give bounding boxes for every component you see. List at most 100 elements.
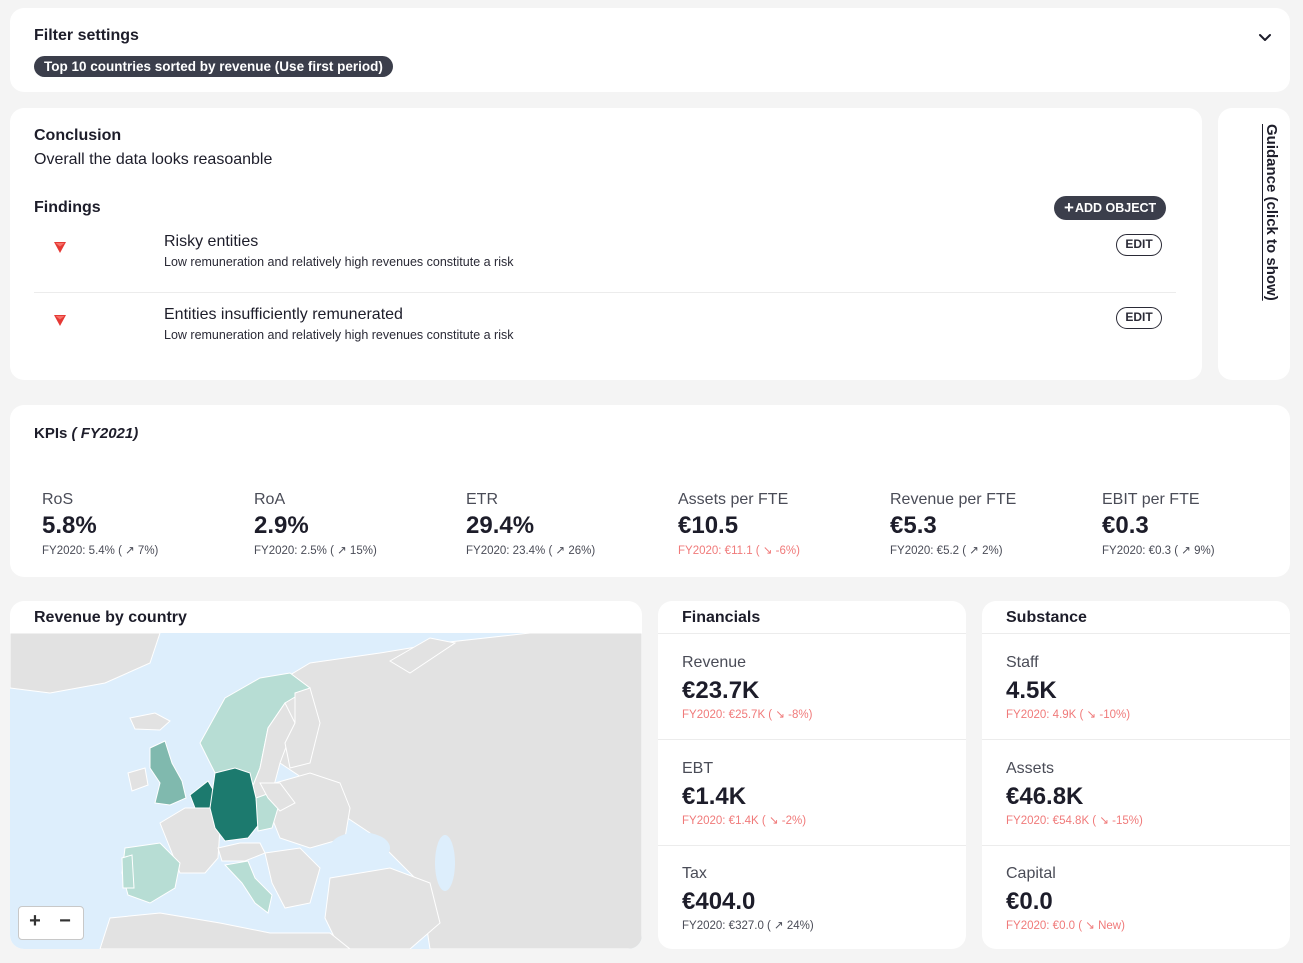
- stat-previous: FY2020: €1.4K ( ↘ -2%): [682, 815, 807, 827]
- kpi-previous: FY2020: €0.3 ( ↗ 9%): [1102, 545, 1215, 557]
- filter-settings-card: Filter settings Top 10 countries sorted …: [10, 8, 1290, 92]
- financials-card: Financials Revenue €23.7K FY2020: €25.7K…: [658, 601, 966, 949]
- conclusion-card: Conclusion Overall the data looks reasoa…: [10, 108, 1202, 380]
- finding-row: Entities insufficiently remunerated Low …: [34, 293, 1176, 366]
- kpis-period: ( FY2021): [71, 425, 139, 442]
- finding-row: Risky entities Low remuneration and rela…: [34, 220, 1176, 293]
- map-ireland: [127, 767, 149, 792]
- stat-previous: FY2020: €327.0 ( ↗ 24%): [682, 920, 814, 932]
- guidance-panel[interactable]: Guidance (click to show): [1218, 108, 1290, 380]
- map-russia: [259, 633, 642, 949]
- stat-previous: FY2020: €54.8K ( ↘ -15%): [1006, 815, 1143, 827]
- kpi-previous: FY2020: €11.1 ( ↘ -6%): [678, 545, 800, 557]
- map-title: Revenue by country: [34, 609, 187, 626]
- finding-title: Risky entities: [164, 233, 259, 250]
- finding-description: Low remuneration and relatively high rev…: [164, 328, 514, 342]
- revenue-map-card: Revenue by country: [10, 601, 642, 949]
- stat-previous: FY2020: 4.9K ( ↘ -10%): [1006, 709, 1131, 721]
- map-black-sea: [330, 832, 390, 864]
- red-triangle-icon: [54, 242, 66, 253]
- stat-value: €23.7K: [682, 677, 760, 704]
- kpi-previous: FY2020: €5.2 ( ↗ 2%): [890, 545, 1003, 557]
- substance-divider: [982, 633, 1290, 634]
- kpi-previous: FY2020: 23.4% ( ↗ 26%): [466, 545, 596, 557]
- kpi-assets-per-fte: Assets per FTE €10.5 FY2020: €11.1 ( ↘ -…: [678, 491, 878, 557]
- kpi-label: Assets per FTE: [678, 491, 789, 508]
- europe-map[interactable]: [10, 633, 642, 949]
- kpi-label: RoS: [42, 491, 74, 508]
- stat-ebt: EBT €1.4K FY2020: €1.4K ( ↘ -2%): [658, 740, 966, 846]
- red-triangle-icon: [54, 315, 66, 326]
- stat-value: €0.0: [1006, 888, 1053, 915]
- filter-settings-title: Filter settings: [34, 27, 139, 44]
- stat-previous: FY2020: €25.7K ( ↘ -8%): [682, 709, 813, 721]
- map-turkey: [324, 867, 441, 949]
- stat-value: €404.0: [682, 888, 756, 915]
- financials-title: Financials: [682, 609, 761, 626]
- map-uk: [149, 740, 187, 806]
- stat-revenue: Revenue €23.7K FY2020: €25.7K ( ↘ -8%): [658, 634, 966, 740]
- kpi-value: 5.8%: [42, 512, 97, 539]
- finding-title: Entities insufficiently remunerated: [164, 306, 403, 323]
- stat-label: EBT: [682, 760, 714, 777]
- stat-tax: Tax €404.0 FY2020: €327.0 ( ↗ 24%): [658, 845, 966, 951]
- edit-button[interactable]: EDIT: [1116, 307, 1162, 329]
- stat-value: 4.5K: [1006, 677, 1057, 704]
- stat-label: Staff: [1006, 654, 1039, 671]
- substance-card: Substance Staff 4.5K FY2020: 4.9K ( ↘ -1…: [982, 601, 1290, 949]
- kpis-card: KPIs ( FY2021) RoS 5.8% FY2020: 5.4% ( ↗…: [10, 405, 1290, 577]
- zoom-out-button[interactable]: −: [59, 910, 71, 932]
- map-iceland: [129, 712, 171, 731]
- filter-chip[interactable]: Top 10 countries sorted by revenue (Use …: [34, 56, 393, 77]
- kpi-label: EBIT per FTE: [1102, 491, 1200, 508]
- financials-divider: [658, 633, 966, 634]
- map-island: [389, 637, 457, 674]
- substance-title: Substance: [1006, 609, 1087, 626]
- kpi-ebit-per-fte: EBIT per FTE €0.3 FY2020: €0.3 ( ↗ 9%): [1102, 491, 1302, 557]
- map-finland: [284, 687, 321, 769]
- kpi-label: RoA: [254, 491, 286, 508]
- map-germany: [209, 767, 261, 842]
- kpi-previous: FY2020: 5.4% ( ↗ 7%): [42, 545, 159, 557]
- stat-label: Assets: [1006, 760, 1055, 777]
- stat-assets: Assets €46.8K FY2020: €54.8K ( ↘ -15%): [982, 740, 1290, 846]
- finding-description: Low remuneration and relatively high rev…: [164, 255, 514, 269]
- kpi-label: Revenue per FTE: [890, 491, 1017, 508]
- zoom-in-button[interactable]: +: [29, 910, 41, 932]
- stat-value: €1.4K: [682, 783, 747, 810]
- kpi-value: 2.9%: [254, 512, 309, 539]
- map-poland: [259, 782, 296, 812]
- kpi-revenue-per-fte: Revenue per FTE €5.3 FY2020: €5.2 ( ↗ 2%…: [890, 491, 1090, 557]
- add-object-label: ADD OBJECT: [1074, 201, 1157, 215]
- chevron-down-icon[interactable]: [1258, 30, 1272, 44]
- kpis-title-text: KPIs: [34, 425, 68, 442]
- map-italy: [223, 860, 273, 914]
- map-north-africa: [99, 912, 351, 949]
- stat-capital: Capital €0.0 FY2020: €0.0 ( ↘ New): [982, 845, 1290, 951]
- kpi-etr: ETR 29.4% FY2020: 23.4% ( ↗ 26%): [466, 491, 666, 557]
- conclusion-text: Overall the data looks reasoanble: [34, 151, 273, 168]
- kpi-value: €10.5: [678, 512, 739, 539]
- conclusion-title: Conclusion: [34, 127, 122, 144]
- stat-staff: Staff 4.5K FY2020: 4.9K ( ↘ -10%): [982, 634, 1290, 740]
- guidance-toggle[interactable]: Guidance (click to show): [1263, 124, 1280, 301]
- kpi-value: €5.3: [890, 512, 937, 539]
- kpi-value: 29.4%: [466, 512, 535, 539]
- kpi-value: €0.3: [1102, 512, 1149, 539]
- stat-previous: FY2020: €0.0 ( ↘ New): [1006, 920, 1125, 932]
- findings-title: Findings: [34, 199, 101, 216]
- map-greenland: [10, 633, 161, 694]
- stat-label: Tax: [682, 865, 707, 882]
- stat-label: Capital: [1006, 865, 1056, 882]
- add-object-button[interactable]: +ADD OBJECT: [1054, 196, 1167, 220]
- edit-button[interactable]: EDIT: [1116, 234, 1162, 256]
- kpi-previous: FY2020: 2.5% ( ↗ 15%): [254, 545, 377, 557]
- kpis-title: KPIs ( FY2021): [34, 425, 138, 442]
- kpi-ros: RoS 5.8% FY2020: 5.4% ( ↗ 7%): [42, 491, 242, 557]
- map-portugal: [121, 854, 135, 889]
- kpi-roa: RoA 2.9% FY2020: 2.5% ( ↗ 15%): [254, 491, 454, 557]
- stat-value: €46.8K: [1006, 783, 1084, 810]
- kpi-label: ETR: [466, 491, 498, 508]
- map-zoom-control: + −: [18, 906, 84, 940]
- map-caspian-sea: [435, 835, 455, 891]
